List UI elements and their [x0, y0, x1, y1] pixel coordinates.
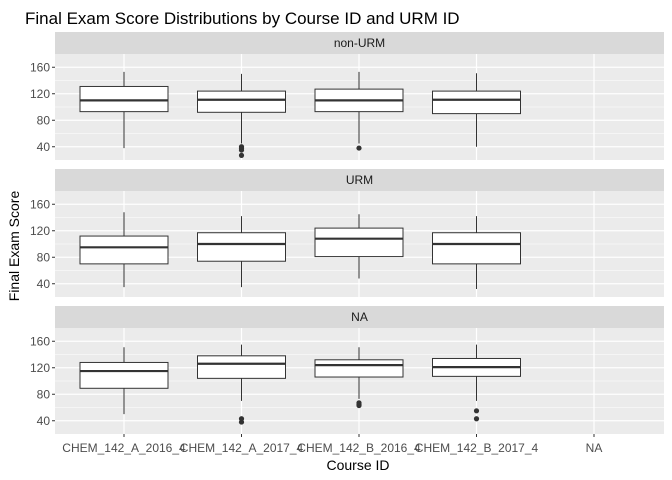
box [432, 73, 521, 147]
box-iqr [79, 85, 169, 113]
y-axis-title: Final Exam Score [6, 191, 22, 302]
y-tick-label: 160 [30, 197, 50, 211]
outlier-point [356, 400, 362, 406]
y-tick-label: 40 [37, 277, 51, 291]
facet-strip [55, 32, 664, 54]
y-tick-label: 120 [30, 87, 50, 101]
box [314, 214, 404, 279]
x-axis-ticks: CHEM_142_A_2016_4CHEM_142_A_2017_4CHEM_1… [62, 434, 602, 455]
x-tick-label: NA [586, 441, 603, 455]
box [79, 71, 169, 149]
y-tick-label: 40 [37, 414, 51, 428]
box-iqr [197, 355, 286, 379]
outlier-point [473, 416, 480, 422]
outlier-point [238, 416, 245, 422]
box [79, 212, 169, 288]
facet-panel: URM 40 80 120 160 [30, 169, 664, 297]
box [314, 347, 404, 409]
y-tick-label: 80 [37, 250, 51, 264]
x-axis-title: Course ID [326, 457, 389, 473]
box [314, 71, 404, 151]
x-tick-label: CHEM_142_B_2017_4 [415, 441, 539, 455]
y-tick-label: 160 [30, 334, 50, 348]
box-iqr [432, 232, 521, 265]
x-tick-label: CHEM_142_B_2016_4 [297, 441, 421, 455]
facet-strip-label: non-URM [334, 36, 385, 50]
box-iqr [432, 90, 521, 115]
box [432, 216, 521, 290]
box [197, 73, 286, 158]
box [197, 344, 286, 425]
chart-title: Final Exam Score Distributions by Course… [25, 9, 460, 28]
facet-panel: non-URM 40 80 120 160 [30, 32, 664, 160]
y-tick-label: 40 [37, 140, 51, 154]
box [197, 216, 286, 288]
box [79, 347, 169, 415]
x-tick-label: CHEM_142_A_2016_4 [62, 441, 186, 455]
y-tick-label: 160 [30, 60, 50, 74]
box-iqr [79, 235, 169, 265]
facet-strip-label: NA [351, 310, 368, 324]
outlier-point [238, 152, 245, 158]
box-iqr [314, 227, 404, 258]
facet-panels: non-URM 40 80 120 160 URM 40 80 120 160 NA 40 80 120 1… [30, 32, 664, 434]
y-tick-label: 80 [37, 387, 51, 401]
box-iqr [197, 232, 286, 262]
y-tick-label: 120 [30, 361, 50, 375]
box-iqr [79, 361, 169, 389]
facet-strip [55, 169, 664, 191]
box-iqr [197, 90, 286, 113]
facet-strip-label: URM [346, 173, 373, 187]
facet-panel: NA 40 80 120 160 [30, 306, 664, 434]
box [432, 344, 521, 422]
box-iqr [314, 359, 404, 378]
outlier-point [356, 145, 362, 151]
outlier-point [473, 408, 480, 414]
facet-strip [55, 306, 664, 328]
y-tick-label: 120 [30, 224, 50, 238]
y-tick-label: 80 [37, 113, 51, 127]
x-tick-label: CHEM_142_A_2017_4 [180, 441, 304, 455]
outlier-point [238, 144, 245, 150]
